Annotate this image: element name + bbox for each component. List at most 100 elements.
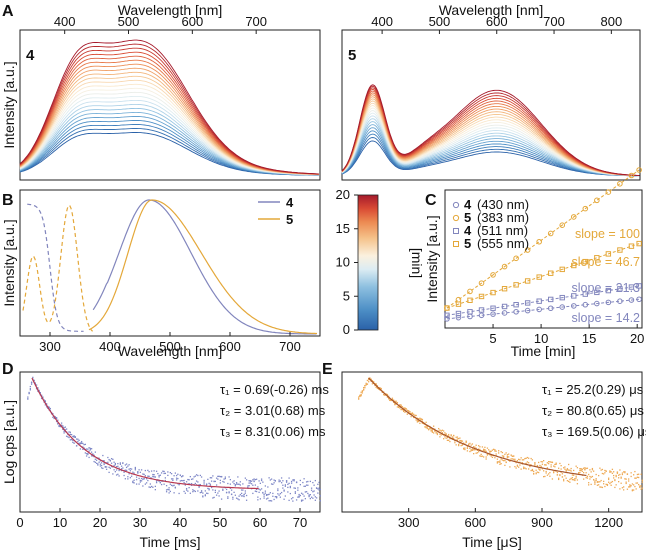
data-point: [463, 442, 465, 444]
data-point: [496, 462, 499, 464]
data-point: [102, 454, 104, 457]
axes-frame: [341, 29, 641, 181]
data-point: [489, 454, 491, 456]
legend-label: 4: [464, 197, 472, 212]
data-point: [183, 479, 185, 482]
data-point: [72, 439, 74, 442]
data-point: [139, 479, 141, 482]
data-point: [272, 492, 274, 495]
data-point: [438, 430, 440, 432]
data-point: [187, 478, 189, 481]
data-point: [625, 478, 627, 480]
data-point: [534, 464, 536, 466]
data-point: [204, 495, 206, 497]
data-point: [455, 296, 462, 303]
legend-label-4: 4: [286, 195, 294, 210]
data-point: [366, 379, 369, 382]
data-point: [234, 484, 236, 486]
data-point: [128, 464, 130, 466]
data-point: [235, 483, 238, 485]
lifetime-annotation: τ₁ = 0.69(-0.26) ms: [220, 382, 329, 397]
data-point: [596, 484, 599, 486]
data-point: [431, 431, 434, 433]
data-point: [234, 485, 236, 487]
data-point: [98, 461, 100, 463]
data-point: [503, 455, 505, 457]
slope-label: slope = 100: [575, 227, 640, 241]
data-point: [455, 436, 457, 438]
data-point: [125, 463, 128, 465]
data-point: [169, 483, 171, 485]
data-point: [535, 472, 537, 474]
data-point: [461, 440, 464, 442]
data-point: [444, 432, 446, 434]
data-point: [212, 475, 214, 477]
data-point: [631, 490, 634, 492]
data-point: [232, 498, 234, 500]
data-point: [248, 482, 250, 484]
data-point: [616, 472, 619, 474]
data-point: [445, 433, 447, 436]
data-point: [545, 464, 547, 466]
data-point: [413, 413, 415, 415]
data-point: [586, 475, 589, 477]
data-point: [404, 411, 406, 413]
data-point: [318, 489, 320, 491]
data-point: [371, 383, 374, 385]
data-point: [623, 471, 625, 473]
data-point: [575, 465, 577, 467]
data-point: [519, 459, 521, 461]
data-point: [500, 462, 502, 465]
data-point: [49, 407, 51, 410]
data-point: [300, 500, 303, 502]
data-point: [365, 383, 367, 386]
data-point: [436, 432, 439, 434]
data-point: [294, 491, 296, 493]
absorption-curve-4: [27, 203, 84, 332]
data-point: [55, 417, 58, 419]
data-point: [228, 476, 230, 478]
data-point: [178, 483, 180, 486]
data-point: [173, 475, 175, 477]
data-point: [219, 475, 221, 478]
data-point: [154, 489, 156, 491]
data-point: [449, 440, 451, 443]
data-point: [419, 422, 421, 425]
data-point: [248, 480, 250, 482]
data-point: [629, 484, 631, 486]
data-point: [292, 496, 294, 499]
data-point: [582, 291, 589, 297]
data-point: [70, 433, 73, 436]
data-point: [103, 463, 105, 466]
data-point: [499, 461, 501, 464]
data-point: [363, 389, 365, 391]
data-point: [150, 477, 153, 479]
tick-label: 400: [54, 14, 76, 29]
data-point: [558, 478, 560, 481]
data-point: [444, 312, 450, 318]
data-point: [641, 479, 644, 481]
data-point: [501, 286, 508, 292]
data-point: [478, 445, 480, 447]
data-point: [365, 382, 367, 384]
data-point: [229, 478, 231, 481]
data-point: [421, 418, 424, 421]
data-point: [153, 470, 155, 472]
data-point: [93, 460, 95, 463]
data-point: [242, 483, 244, 485]
data-point: [59, 425, 61, 428]
data-point: [498, 461, 500, 463]
data-point: [289, 486, 291, 489]
data-point: [615, 475, 617, 478]
data-point: [499, 460, 501, 462]
data-point: [631, 489, 634, 491]
data-point: [219, 482, 221, 484]
data-point: [238, 483, 240, 485]
data-point: [78, 442, 80, 444]
data-point: [144, 483, 146, 485]
data-point: [589, 475, 591, 478]
data-point: [389, 399, 391, 401]
data-point: [133, 479, 135, 481]
data-point: [636, 476, 639, 478]
tick-label: 600: [181, 14, 203, 29]
